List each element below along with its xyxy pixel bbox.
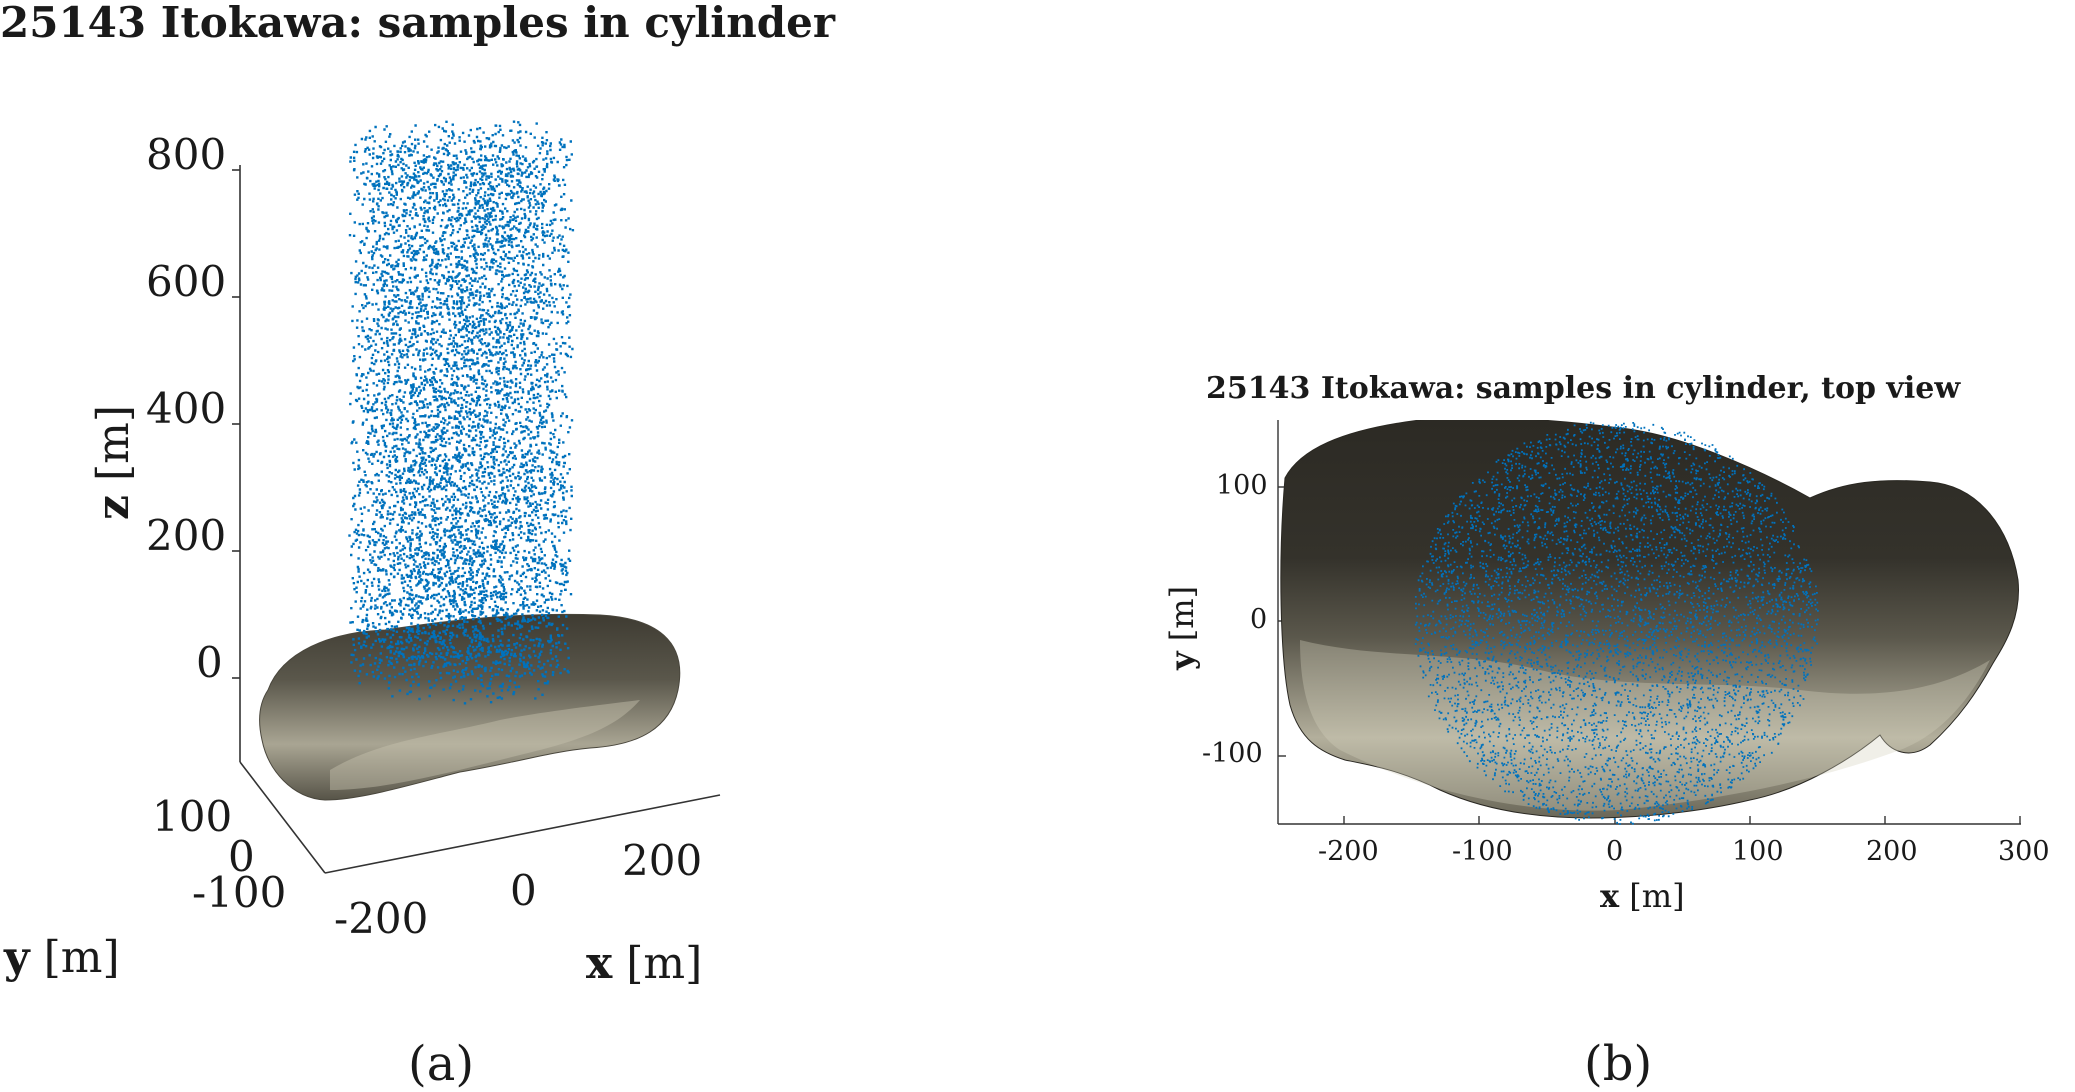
x-tick-label-b: 0 [1606, 836, 1624, 867]
panel-a-axes [232, 165, 721, 874]
z-tick-label: 0 [196, 638, 223, 687]
x-axis-label-3d: x [m] [586, 938, 703, 989]
y-tick-label: 100 [152, 792, 233, 841]
y-tick-label-b: -100 [1202, 738, 1263, 769]
y-axis-line [239, 761, 326, 874]
x-tick-label-b: -100 [1452, 836, 1513, 867]
x-tick-label-b: 200 [1866, 836, 1918, 867]
x-tick-label: -200 [334, 894, 429, 943]
circle-sample-points [1414, 421, 1819, 825]
z-axis-label: z [m] [88, 404, 139, 520]
cylinder-sample-points [348, 120, 575, 705]
x-tick-label-b: 300 [1998, 836, 2050, 867]
y-tick-label-b: 0 [1250, 604, 1268, 635]
x-tick-label: 0 [510, 866, 537, 915]
panel-b-axes [1277, 420, 2021, 825]
x-tick-label-b: -200 [1318, 836, 1379, 867]
itokawa-surface-3d [259, 613, 681, 801]
x-tick-label: 200 [622, 836, 703, 885]
z-tick-label: 200 [146, 511, 227, 560]
itokawa-surface-top [1280, 420, 2020, 819]
panel-label-b: (b) [1584, 1036, 1653, 1092]
y-tick-label: -100 [192, 868, 287, 917]
chart-title-a: 25143 Itokawa: samples in cylinder [0, 0, 835, 47]
sample-point [1414, 421, 1819, 825]
x-axis-label-b: x [m] [1600, 877, 1685, 915]
y-axis-label-3d: y [m] [4, 932, 120, 983]
x-tick-label-b: 100 [1732, 836, 1784, 867]
chart-title-b: 25143 Itokawa: samples in cylinder, top … [1206, 371, 1961, 406]
y-axis-label-b: y [m] [1163, 585, 1201, 670]
z-tick-label: 600 [146, 257, 227, 306]
sample-point [348, 120, 575, 705]
z-tick-label: 800 [146, 130, 227, 179]
y-tick-label-b: 100 [1216, 470, 1268, 501]
z-tick-label: 400 [146, 384, 227, 433]
panel-label-a: (a) [408, 1036, 475, 1092]
y-tick-label: 0 [228, 832, 255, 881]
x-axis-line [324, 794, 721, 874]
